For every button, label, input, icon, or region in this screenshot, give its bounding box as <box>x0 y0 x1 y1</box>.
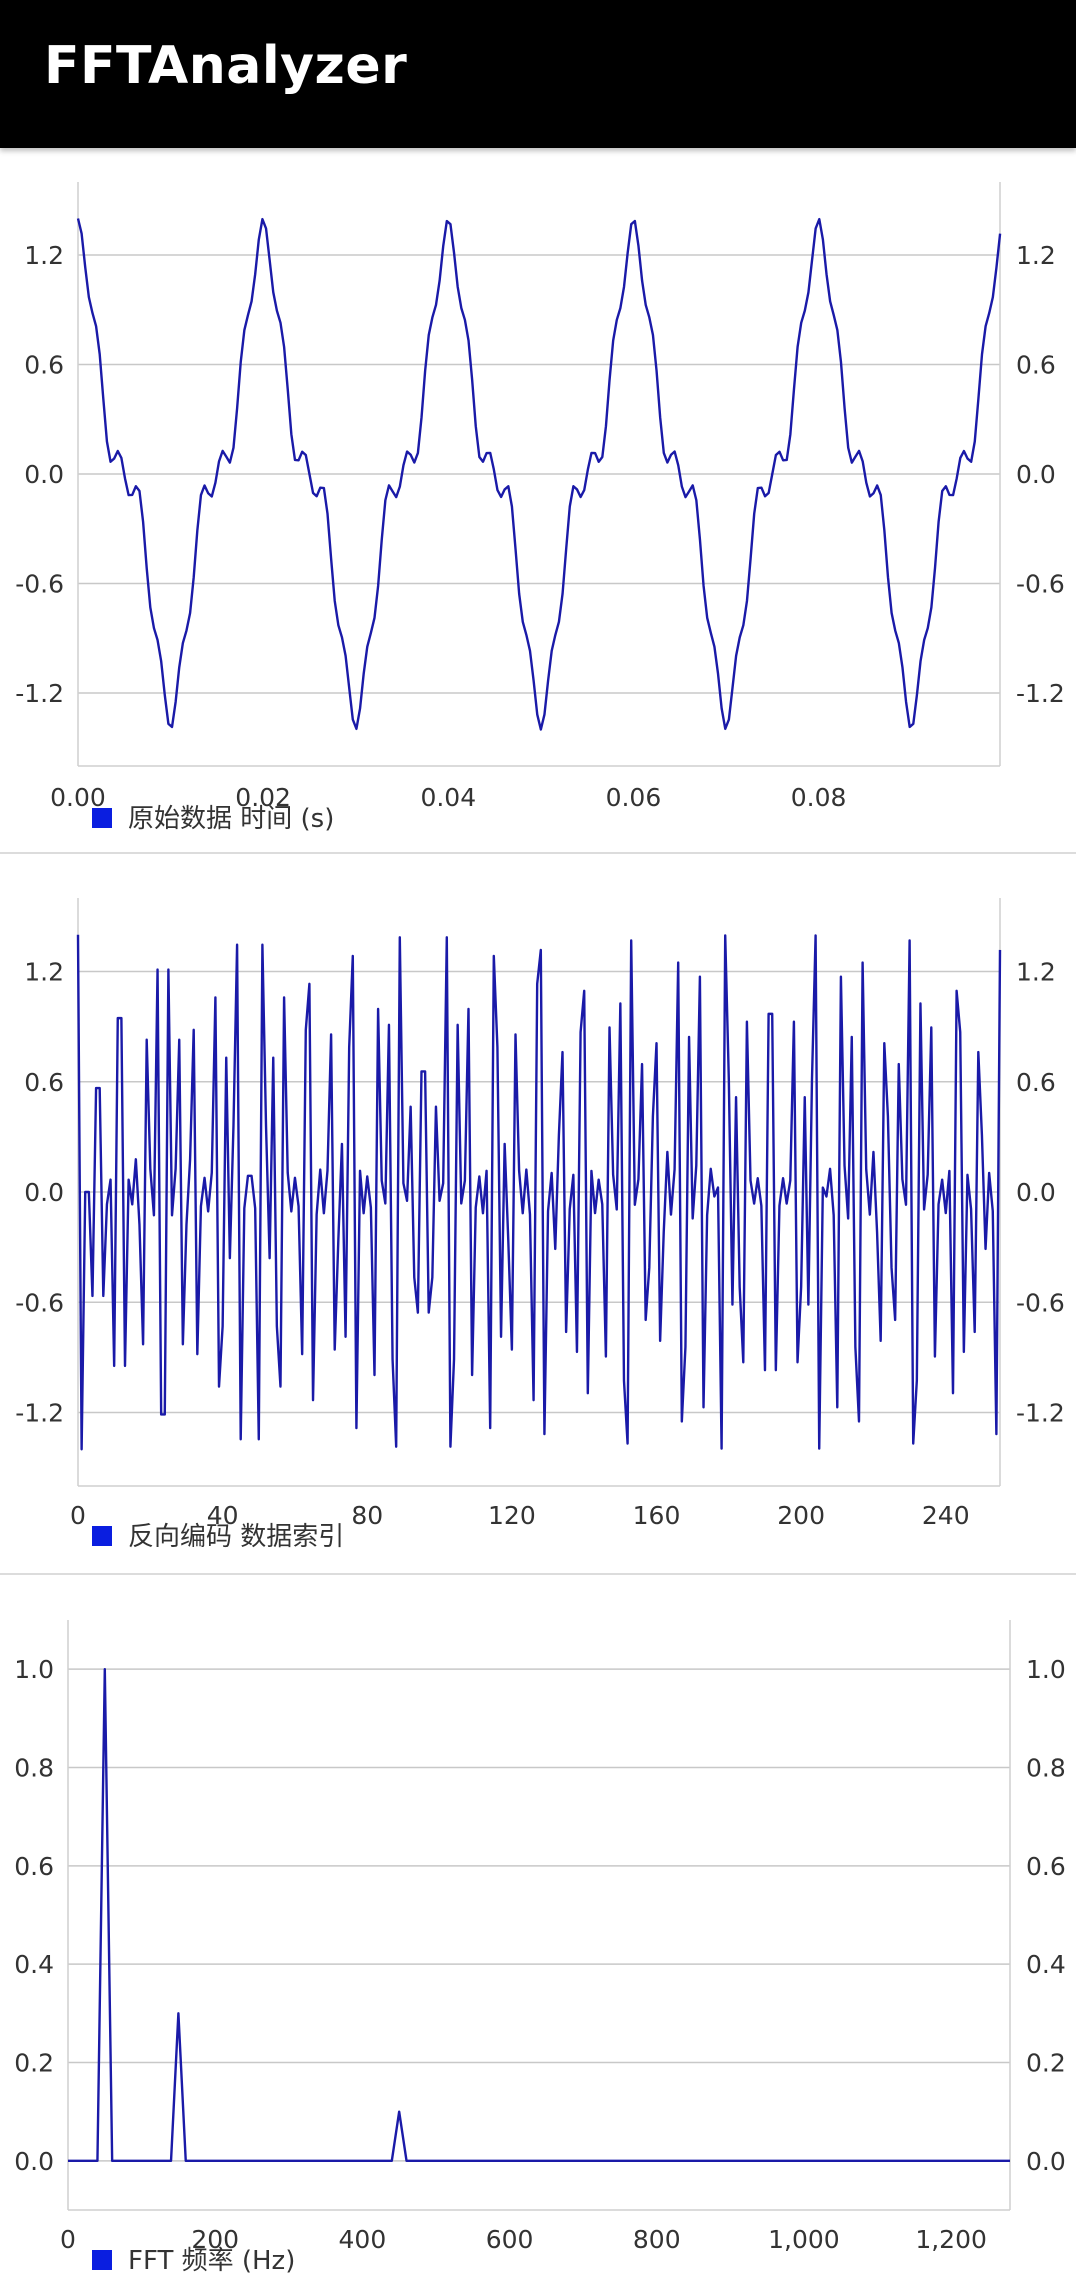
legend-swatch <box>92 1526 112 1546</box>
y-tick-label-right: 0.0 <box>1016 1178 1056 1207</box>
y-tick-label-left: -0.6 <box>15 1288 64 1317</box>
y-tick-label-right: 1.0 <box>1026 1655 1066 1684</box>
y-tick-label-left: 0.6 <box>24 1068 64 1097</box>
y-tick-label-left: 0.6 <box>14 1852 54 1881</box>
y-tick-label-left: 0.6 <box>24 351 64 380</box>
legend-label: FFT 频率 (Hz) <box>128 2246 295 2276</box>
x-tick-label: 40 <box>207 1501 239 1530</box>
x-tick-label: 1,000 <box>768 2225 840 2254</box>
y-tick-label-right: -1.2 <box>1016 679 1065 708</box>
y-tick-label-left: -1.2 <box>15 1399 64 1428</box>
x-tick-label: 1,200 <box>915 2225 987 2254</box>
y-tick-label-right: 0.6 <box>1026 1852 1066 1881</box>
y-tick-label-left: 1.2 <box>24 241 64 270</box>
x-tick-label: 80 <box>351 1501 383 1530</box>
x-tick-label: 0.06 <box>606 783 662 812</box>
y-tick-label-left: 0.0 <box>24 1178 64 1207</box>
x-tick-label: 0.04 <box>420 783 476 812</box>
x-tick-label: 600 <box>486 2225 534 2254</box>
legend-label: 反向编码 数据索引 <box>128 1522 344 1552</box>
app-bar: FFTAnalyzer <box>0 0 1076 148</box>
legend-swatch <box>92 808 112 828</box>
app-title: FFTAnalyzer <box>44 36 408 96</box>
legend-swatch <box>92 2250 112 2270</box>
y-tick-label-right: -0.6 <box>1016 570 1065 599</box>
y-tick-label-left: 0.8 <box>14 1754 54 1783</box>
y-tick-label-right: 0.0 <box>1016 460 1056 489</box>
y-tick-label-right: 1.2 <box>1016 241 1056 270</box>
y-tick-label-right: 0.0 <box>1026 2147 1066 2176</box>
series-line <box>76 934 1002 1451</box>
y-tick-label-right: 0.8 <box>1026 1754 1066 1783</box>
x-tick-label: 200 <box>777 1501 825 1530</box>
time-domain-chart: 1.2 1.2 0.6 0.6 0.0 0.0 -0.6 -0.6 -1.2 -1.2 0.00 0.… <box>15 182 1065 834</box>
series-line <box>68 1667 1010 2163</box>
x-tick-label: 400 <box>339 2225 387 2254</box>
y-tick-label-left: 0.2 <box>14 2049 54 2078</box>
x-tick-label: 0.02 <box>235 783 291 812</box>
x-tick-label: 120 <box>488 1501 536 1530</box>
x-tick-label: 160 <box>633 1501 681 1530</box>
y-tick-label-right: 0.4 <box>1026 1950 1066 1979</box>
y-tick-label-left: 1.2 <box>24 958 64 987</box>
chart-divider <box>0 1573 1076 1575</box>
y-tick-label-left: 1.0 <box>14 1655 54 1684</box>
x-tick-label: 0.00 <box>50 783 106 812</box>
y-tick-label-right: 0.6 <box>1016 351 1056 380</box>
chart-divider <box>0 852 1076 854</box>
x-tick-label: 0 <box>70 1501 86 1530</box>
y-tick-label-left: 0.0 <box>14 2147 54 2176</box>
x-tick-label: 800 <box>633 2225 681 2254</box>
y-tick-label-left: 0.0 <box>24 460 64 489</box>
series-line <box>76 217 1002 731</box>
y-tick-label-left: -0.6 <box>15 570 64 599</box>
y-tick-label-right: -0.6 <box>1016 1288 1065 1317</box>
y-tick-label-left: -1.2 <box>15 679 64 708</box>
fft-spectrum-chart: 1.0 1.0 0.8 0.8 0.6 0.6 0.4 0.4 0.2 0.2 0.0 0.0 0 200… <box>14 1620 1066 2276</box>
y-tick-label-left: 0.4 <box>14 1950 54 1979</box>
legend-label: 原始数据 时间 (s) <box>128 804 334 834</box>
y-tick-label-right: -1.2 <box>1016 1399 1065 1428</box>
y-tick-label-right: 0.6 <box>1016 1068 1056 1097</box>
y-tick-label-right: 1.2 <box>1016 958 1056 987</box>
x-tick-label: 200 <box>191 2225 239 2254</box>
x-tick-label: 0 <box>60 2225 76 2254</box>
y-tick-label-right: 0.2 <box>1026 2049 1066 2078</box>
bit-reversal-chart: 1.2 1.2 0.6 0.6 0.0 0.0 -0.6 -0.6 -1.2 -1.2 0 40 80 1… <box>15 898 1065 1552</box>
x-tick-label: 0.08 <box>791 783 847 812</box>
x-tick-label: 240 <box>922 1501 970 1530</box>
